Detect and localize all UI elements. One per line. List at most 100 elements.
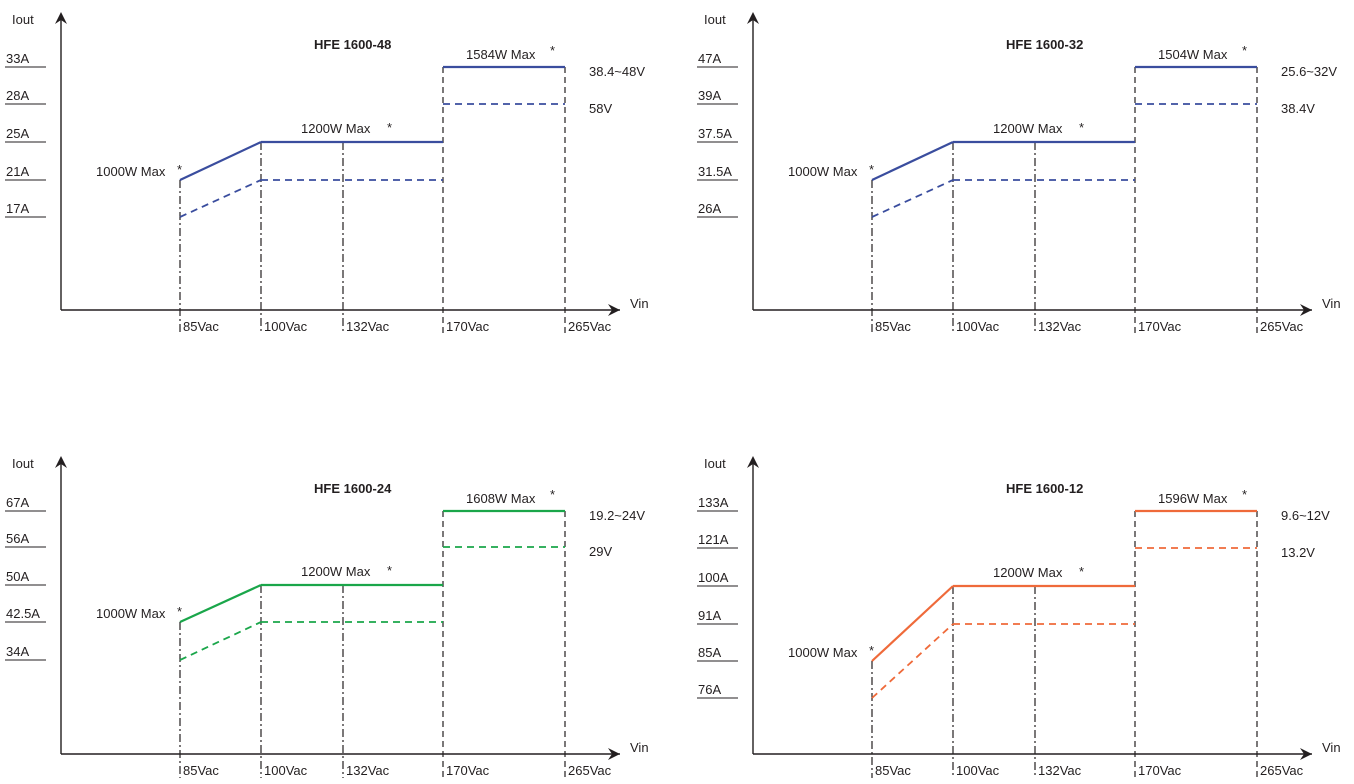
chart-panel: Iout Vin HFE 1600-24 67A 56A 50A 42.5A 34A 85Vac…: [5, 456, 649, 778]
annotation-star: *: [387, 563, 392, 578]
y-tick-label: 21A: [6, 164, 29, 179]
y-axis-arrow: [747, 12, 759, 24]
y-axis-arrow: [55, 456, 67, 468]
y-tick-label: 28A: [6, 88, 29, 103]
annotation-star: *: [869, 643, 874, 658]
y-tick-label: 133A: [698, 495, 729, 510]
dashed-curve-segment: [179, 621, 262, 661]
range-label-solid: 9.6~12V: [1281, 508, 1330, 523]
annotation-star: *: [550, 487, 555, 502]
x-tick-label: 265Vac: [1260, 319, 1304, 334]
annotation-star: *: [1079, 564, 1084, 579]
x-tick-label: 132Vac: [1038, 763, 1082, 778]
y-tick-label: 33A: [6, 51, 29, 66]
annotation-star: *: [1242, 487, 1247, 502]
solid-curve-segment: [179, 583, 262, 624]
y-tick-label: 25A: [6, 126, 29, 141]
x-axis-arrow: [1300, 304, 1312, 316]
x-tick-label: 170Vac: [446, 319, 490, 334]
dashed-curve-segment: [871, 623, 954, 699]
x-tick-label: 170Vac: [446, 763, 490, 778]
annotation-high-power: 1504W Max: [1158, 47, 1228, 62]
x-axis-label: Vin: [630, 740, 649, 755]
range-label-solid: 38.4~48V: [589, 64, 645, 79]
x-axis-label: Vin: [630, 296, 649, 311]
x-axis-arrow: [1300, 748, 1312, 760]
y-tick-label: 39A: [698, 88, 721, 103]
annotation-star: *: [1242, 43, 1247, 58]
y-axis-label: Iout: [12, 12, 34, 27]
x-tick-label: 132Vac: [346, 763, 390, 778]
y-tick-label: 67A: [6, 495, 29, 510]
y-tick-label: 34A: [6, 644, 29, 659]
chart-title: HFE 1600-24: [314, 481, 392, 496]
y-tick-label: 37.5A: [698, 126, 732, 141]
x-tick-label: 85Vac: [183, 763, 219, 778]
x-tick-label: 100Vac: [264, 319, 308, 334]
x-tick-label: 265Vac: [568, 319, 612, 334]
annotation-star: *: [869, 162, 874, 177]
x-tick-label: 100Vac: [956, 763, 1000, 778]
dashed-curve-segment: [179, 179, 262, 218]
y-tick-label: 56A: [6, 531, 29, 546]
x-tick-label: 100Vac: [264, 763, 308, 778]
annotation-mid-power: 1200W Max: [301, 121, 371, 136]
y-axis-label: Iout: [704, 456, 726, 471]
y-axis-arrow: [55, 12, 67, 24]
y-axis-label: Iout: [12, 456, 34, 471]
range-label-solid: 19.2~24V: [589, 508, 645, 523]
range-label-dashed: 29V: [589, 544, 612, 559]
range-label-solid: 25.6~32V: [1281, 64, 1337, 79]
y-tick-label: 76A: [698, 682, 721, 697]
range-label-dashed: 58V: [589, 101, 612, 116]
y-tick-label: 47A: [698, 51, 721, 66]
x-tick-label: 265Vac: [1260, 763, 1304, 778]
y-axis-label: Iout: [704, 12, 726, 27]
range-label-dashed: 13.2V: [1281, 545, 1315, 560]
annotation-high-power: 1596W Max: [1158, 491, 1228, 506]
x-tick-label: 85Vac: [875, 319, 911, 334]
y-tick-label: 31.5A: [698, 164, 732, 179]
x-tick-label: 170Vac: [1138, 319, 1182, 334]
chart-title: HFE 1600-12: [1006, 481, 1083, 496]
y-tick-label: 50A: [6, 569, 29, 584]
dashed-curve-segment: [871, 179, 954, 218]
annotation-low-power: 1000W Max: [96, 164, 166, 179]
annotation-mid-power: 1200W Max: [993, 565, 1063, 580]
chart-panel: Iout Vin HFE 1600-12 133A 121A 100A 91A 85A 76A 8…: [697, 456, 1341, 778]
annotation-star: *: [387, 120, 392, 135]
x-tick-label: 85Vac: [875, 763, 911, 778]
range-label-dashed: 38.4V: [1281, 101, 1315, 116]
annotation-star: *: [550, 43, 555, 58]
y-tick-label: 85A: [698, 645, 721, 660]
y-axis-arrow: [747, 456, 759, 468]
chart-panel: Iout Vin HFE 1600-32 47A 39A 37.5A 31.5A 26A 85V…: [697, 12, 1341, 334]
annotation-star: *: [177, 604, 182, 619]
x-tick-label: 100Vac: [956, 319, 1000, 334]
x-axis-label: Vin: [1322, 740, 1341, 755]
x-tick-label: 170Vac: [1138, 763, 1182, 778]
annotation-low-power: 1000W Max: [96, 606, 166, 621]
x-axis-label: Vin: [1322, 296, 1341, 311]
solid-curve-segment: [871, 141, 954, 181]
annotation-high-power: 1584W Max: [466, 47, 536, 62]
y-tick-label: 42.5A: [6, 606, 40, 621]
annotation-star: *: [1079, 120, 1084, 135]
annotation-low-power: 1000W Max: [788, 164, 858, 179]
annotation-mid-power: 1200W Max: [301, 564, 371, 579]
y-tick-label: 91A: [698, 608, 721, 623]
y-tick-label: 121A: [698, 532, 729, 547]
x-tick-label: 132Vac: [1038, 319, 1082, 334]
annotation-low-power: 1000W Max: [788, 645, 858, 660]
y-tick-label: 17A: [6, 201, 29, 216]
x-axis-arrow: [608, 304, 620, 316]
chart-panel: Iout Vin HFE 1600-48 33A 28A 25A 21A 17A 85Vac 10…: [5, 12, 649, 334]
annotation-mid-power: 1200W Max: [993, 121, 1063, 136]
x-axis-arrow: [608, 748, 620, 760]
solid-curve-segment: [871, 585, 954, 662]
y-tick-label: 26A: [698, 201, 721, 216]
annotation-star: *: [177, 162, 182, 177]
chart-title: HFE 1600-48: [314, 37, 391, 52]
